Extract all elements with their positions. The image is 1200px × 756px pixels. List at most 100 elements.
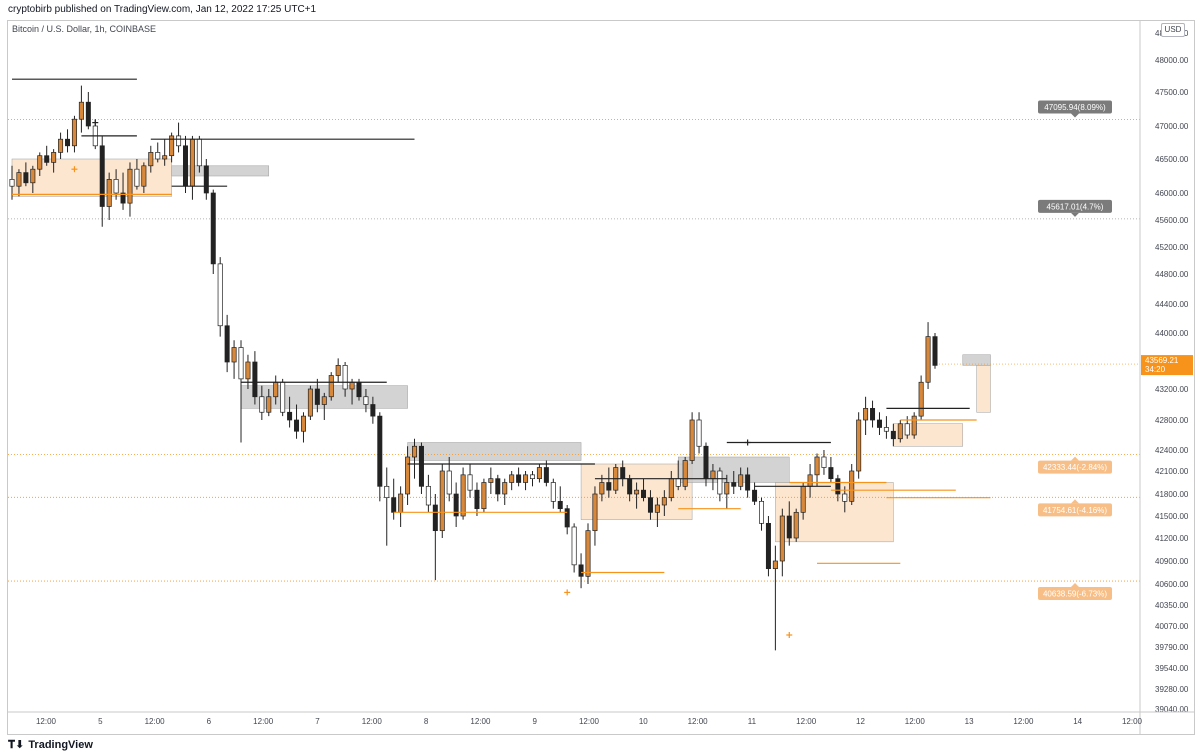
time-tick-label: 12:00 [1013,717,1034,726]
candle [925,322,931,389]
candle-body [821,456,827,468]
candle-body [786,515,792,539]
candle-body [106,179,112,207]
candle [314,378,320,413]
price-tick-label: 42100.00 [1155,467,1189,476]
candle [467,464,473,498]
candle [779,508,785,577]
candle [252,351,258,405]
candle [835,474,841,502]
candle [78,85,84,133]
candle [162,139,168,166]
candle-body [189,138,195,187]
candle [432,494,438,581]
candle [398,486,404,527]
candle [641,478,647,502]
candle-body [807,474,813,487]
zones-layer [11,158,991,543]
candle [571,523,577,573]
candle-body [564,508,570,528]
demand-zone [976,365,991,413]
candle-body [134,168,140,187]
time-tick-label: 12:00 [688,717,709,726]
candle-body [453,493,459,517]
candle [883,416,889,439]
candle [557,486,563,513]
candle-body [634,489,640,495]
candle-body [65,138,71,147]
candle [412,438,418,479]
time-tick-label: 5 [98,717,103,726]
candle-body [585,530,591,577]
candle [474,482,480,516]
candle-body [641,489,647,499]
candle-body [245,361,251,380]
footer-logo[interactable]: 𝐓⬇ TradingView [8,738,93,752]
candle-body [259,396,265,413]
level-annotation-label: 41754.61(-4.16%) [1043,506,1107,515]
candle-body [502,482,508,495]
price-tick-label: 45200.00 [1155,243,1189,252]
time-tick-label: 12:00 [470,717,491,726]
demand-zone [893,423,964,447]
candle [307,385,313,420]
candle-body [516,474,522,483]
candle [287,396,293,428]
time-tick-label: 12:00 [253,717,274,726]
candle [661,490,667,516]
candle-body [363,396,369,405]
candle [481,478,487,513]
price-tick-label: 41500.00 [1155,512,1189,521]
level-annotation-badge [1038,503,1112,517]
candle-body [51,152,57,163]
candle [259,385,265,420]
candle [772,545,778,651]
candle [529,471,535,487]
candle-body [439,470,445,532]
price-annotations: 47095.94(8.09%) 45617.01(4.7%) 42333.44(-2… [1038,100,1112,601]
level-annotation-badge [1038,100,1112,114]
price-tick-label: 43200.00 [1155,385,1189,394]
candle-body [58,138,64,153]
candle-body [779,515,785,562]
level-annotation-pointer [1071,212,1079,217]
candle-body [412,445,418,458]
candle [405,446,411,505]
candle-body [418,445,424,487]
candle-body [217,263,223,327]
time-tick-label: 12:00 [579,717,600,726]
candle-body [876,419,882,428]
candle [85,92,91,130]
price-tick-label: 39540.00 [1155,664,1189,673]
candle-body [696,419,702,447]
candle [543,460,549,487]
candle-body [738,474,744,487]
candle [509,471,515,491]
price-tick-label: 44800.00 [1155,270,1189,279]
candle-body [856,419,862,472]
level-annotation-pointer [1071,583,1079,588]
currency-badge[interactable]: USD [1161,23,1185,37]
demand-zone [11,158,172,197]
candle [932,333,938,369]
candle-body [44,155,50,163]
candle [606,467,612,498]
candles-layer [9,85,938,651]
price-tick-label: 40350.00 [1155,601,1189,610]
candle-body [890,430,896,440]
candle-body [446,470,452,495]
candle [106,172,112,220]
supply-zone [171,165,270,177]
candle [592,486,598,546]
time-tick-label: 12:00 [36,717,57,726]
candle-body [467,474,473,491]
supply-zone [407,442,582,461]
candle-body [85,101,91,127]
candle [682,457,688,491]
candle-body [800,485,806,513]
candle-body [169,135,175,157]
candle [182,135,188,193]
candle [65,129,71,153]
chart-frame[interactable] [7,20,1195,735]
